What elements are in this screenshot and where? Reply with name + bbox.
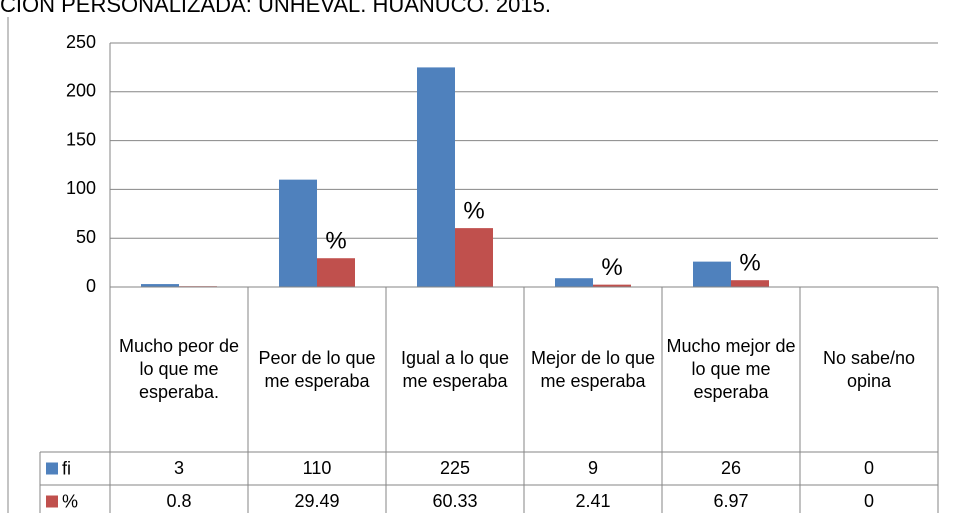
legend-label: %: [62, 491, 78, 511]
table-value: 110: [302, 458, 332, 478]
legend-label: fi: [62, 458, 71, 478]
data-label: %: [463, 197, 484, 224]
data-label: %: [739, 250, 760, 277]
table-value: 26: [720, 458, 742, 478]
y-tick-label: 0: [86, 276, 96, 296]
legend-key: [46, 462, 58, 475]
category-label: Mucho peor de lo que me esperaba.: [118, 336, 240, 402]
table-value: 0.8: [166, 491, 192, 511]
bar: [693, 261, 731, 287]
bar: [731, 280, 769, 287]
data-label: %: [601, 254, 622, 281]
table-value: 2.41: [575, 491, 611, 511]
category-label: Mucho mejor de lo que me esperaba: [666, 336, 796, 402]
y-tick-label: 50: [76, 227, 96, 247]
bar: [317, 258, 355, 287]
y-tick-label: 100: [66, 178, 96, 198]
bar: [593, 284, 631, 287]
table-value: 0: [863, 458, 874, 478]
y-tick-label: 150: [66, 129, 96, 149]
chart-title: CION PERSONALIZADA: UNHEVAL. HUANUCO. 20…: [0, 0, 551, 17]
bar: [279, 179, 317, 287]
table-value: 60.33: [432, 491, 478, 511]
table-value: 0: [863, 491, 874, 511]
bar: [555, 278, 593, 287]
category-label: Peor de lo que me esperaba: [258, 347, 376, 391]
legend-key: [46, 495, 58, 508]
data-label: %: [325, 228, 346, 255]
bar: [417, 67, 455, 288]
category-label: Mejor de lo que me esperaba: [530, 347, 656, 391]
table-value: 6.97: [713, 491, 749, 511]
table-value: 225: [439, 458, 471, 478]
category-label: Igual a lo que me esperaba: [400, 347, 510, 391]
y-tick-label: 250: [66, 32, 96, 52]
table-value: 29.49: [294, 491, 340, 511]
table-value: 3: [173, 458, 184, 478]
bar: [455, 228, 493, 287]
category-label: No sabe/no opina: [822, 347, 916, 391]
y-tick-label: 200: [66, 81, 96, 101]
bar: [141, 284, 179, 287]
table-value: 9: [587, 458, 598, 478]
